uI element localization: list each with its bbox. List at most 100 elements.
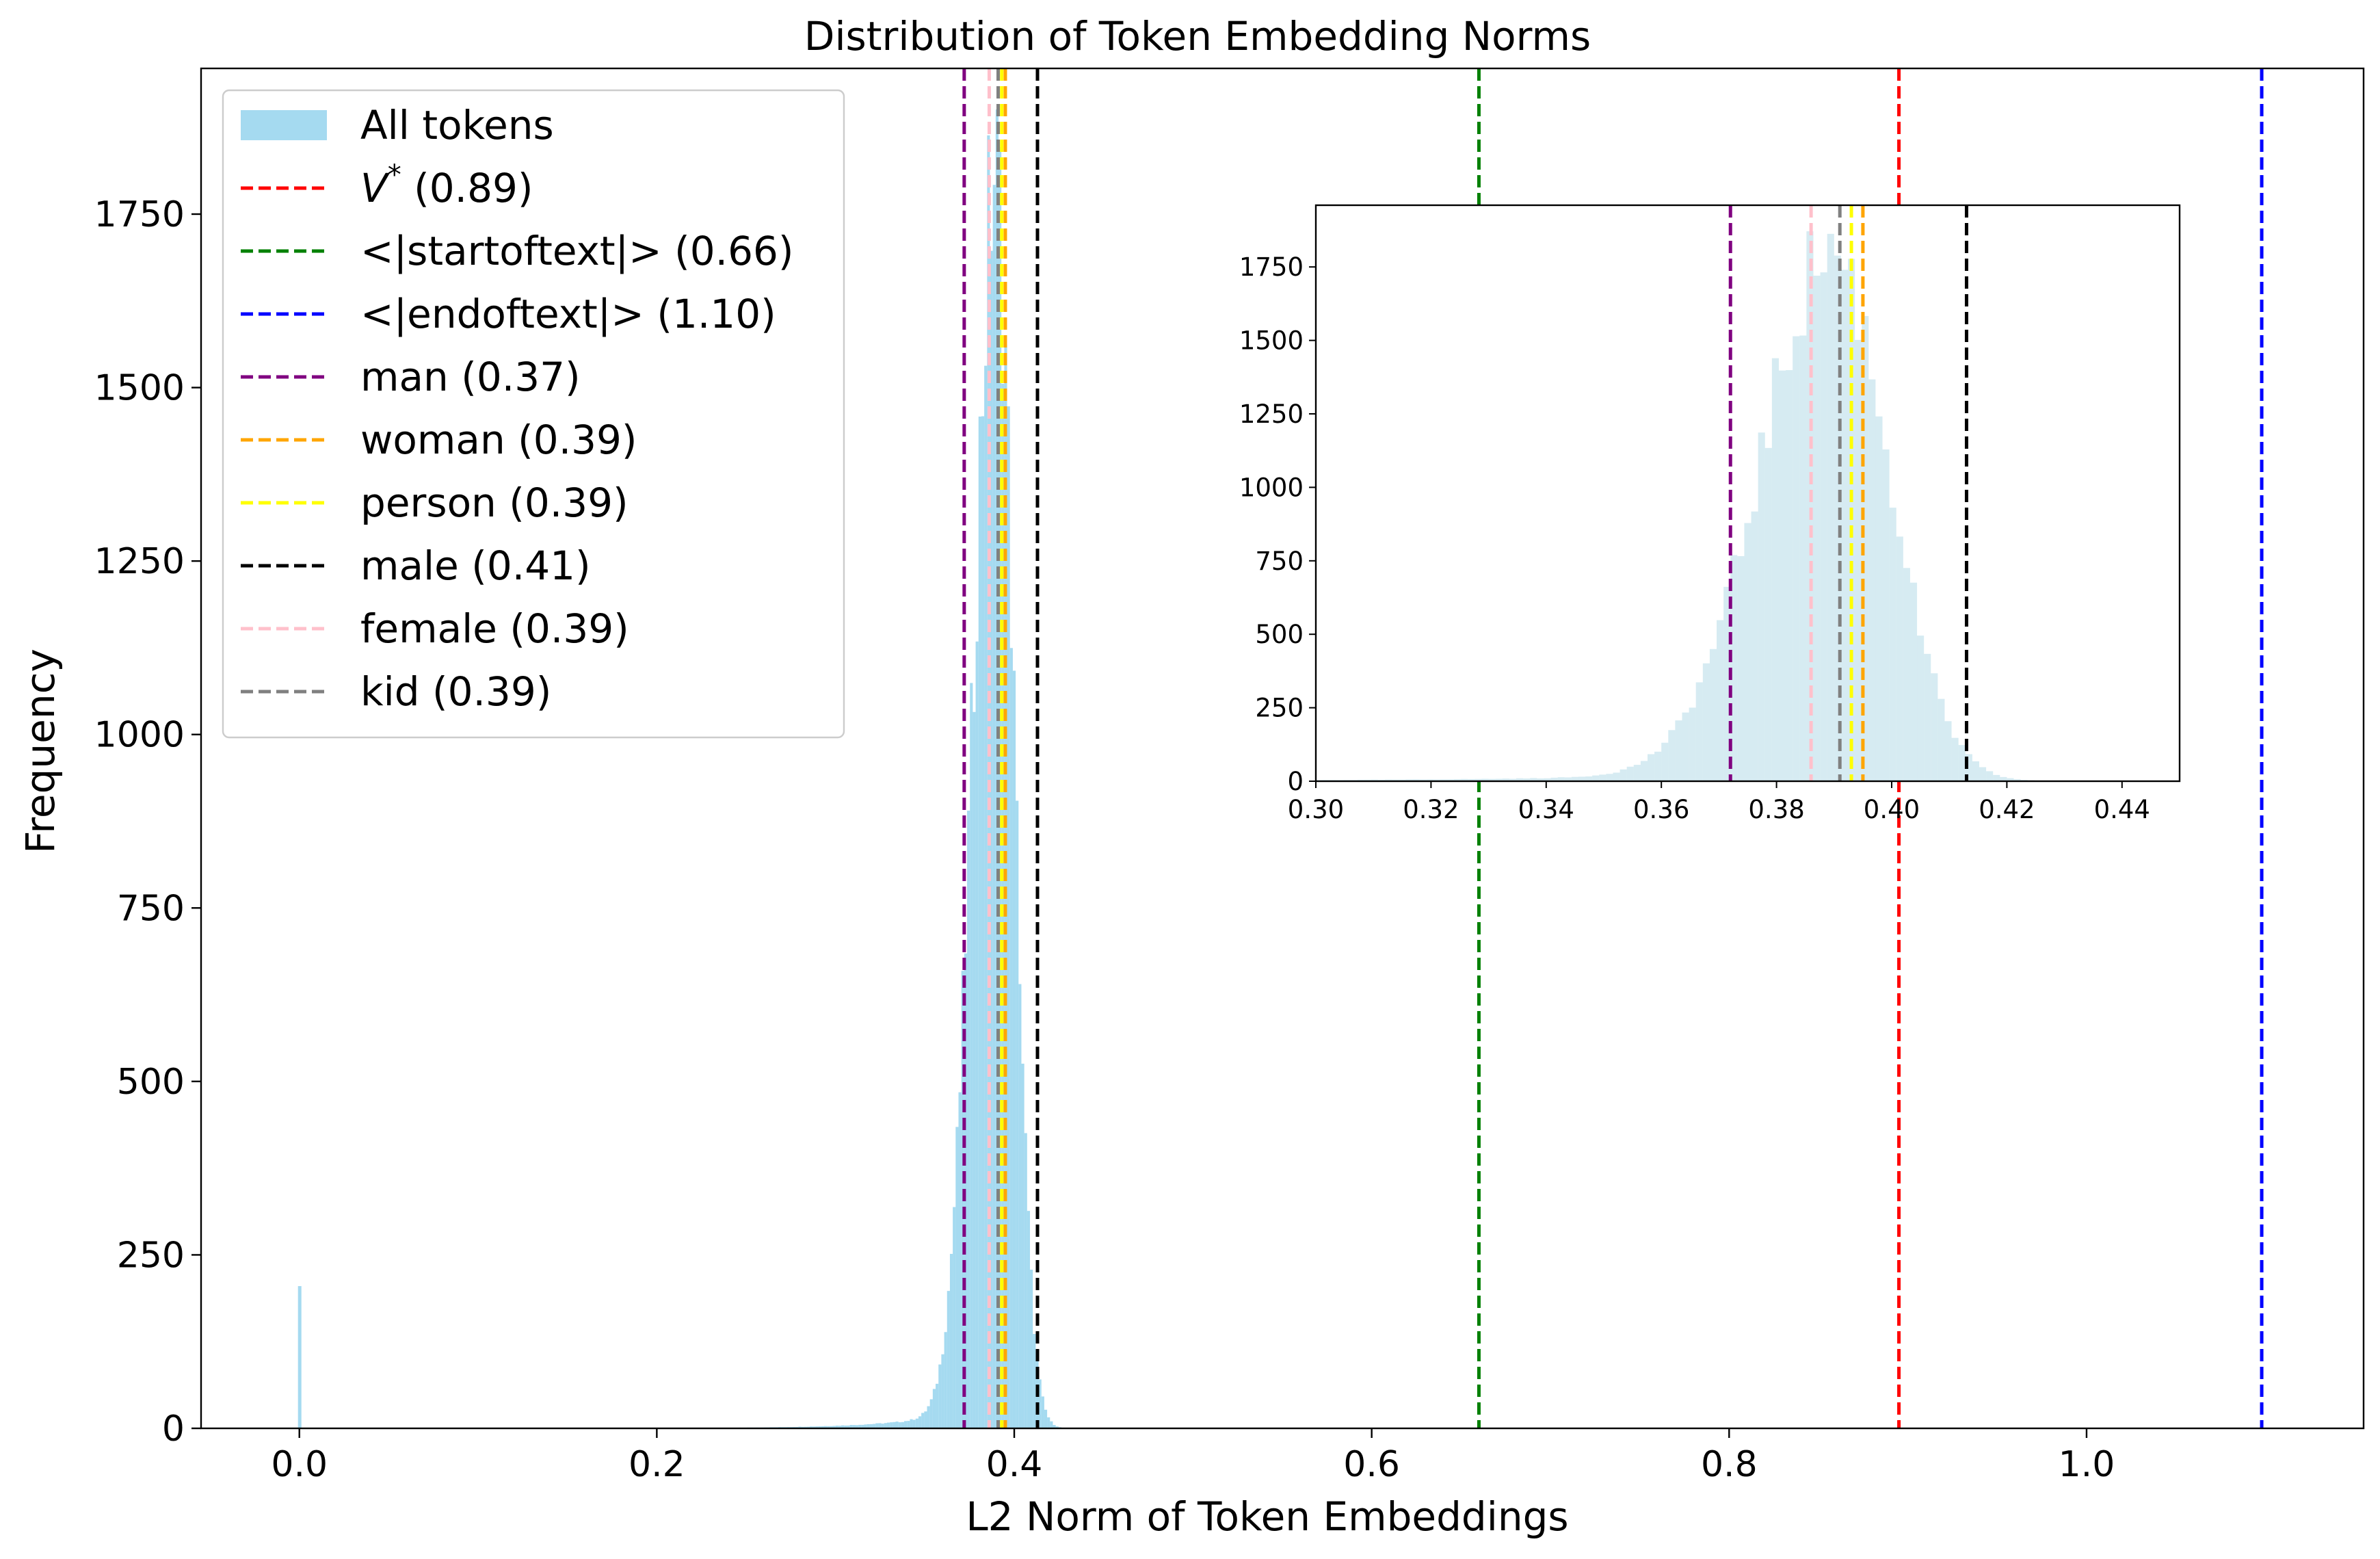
- inset-histogram-bar: [1530, 778, 1537, 781]
- y-tick-label: 1250: [94, 541, 185, 582]
- x-tick-label: 0.8: [1701, 1444, 1758, 1485]
- inset-histogram-bar: [1578, 776, 1586, 781]
- histogram-bar: [827, 1426, 830, 1428]
- histogram-bar: [898, 1422, 901, 1428]
- legend-box: [222, 89, 845, 739]
- y-tick-label: 750: [117, 888, 185, 929]
- inset-histogram-bar: [1723, 586, 1731, 781]
- legend-label: woman (0.39): [360, 417, 637, 463]
- inset-histogram-bar: [1647, 754, 1655, 781]
- legend-swatch: [241, 110, 327, 140]
- histogram-bar: [1004, 344, 1007, 1428]
- histogram-bar: [901, 1422, 905, 1428]
- histogram-bar: [1047, 1417, 1050, 1428]
- inset-histogram-bar: [2000, 776, 2007, 781]
- inset-histogram-bar: [1848, 259, 1855, 781]
- inset-histogram-bar: [1730, 555, 1738, 781]
- inset-histogram-bar: [1965, 754, 1972, 781]
- inset-histogram-bar: [1979, 767, 1987, 781]
- inset-histogram-bar: [1771, 358, 1779, 781]
- histogram-bar: [798, 1426, 802, 1428]
- inset-histogram-bar: [1675, 720, 1682, 781]
- legend-label: person (0.39): [360, 480, 629, 526]
- inset-histogram-bar: [1744, 523, 1751, 781]
- histogram-bar: [858, 1424, 862, 1428]
- y-tick-label: 1500: [94, 368, 185, 409]
- histogram-bar: [875, 1423, 879, 1428]
- histogram-bar: [953, 1207, 956, 1428]
- inset-histogram-bar: [1585, 776, 1593, 781]
- inset-histogram-bar: [1502, 778, 1509, 781]
- inset-y-ticks: 0 250 500 750 1000 1250 1500 1750: [1239, 252, 1316, 796]
- inset-histogram-bar: [1820, 272, 1827, 782]
- inset-histogram-bar: [1924, 653, 1931, 781]
- inset-histogram-bar: [1446, 779, 1455, 781]
- inset-histogram-bar: [1689, 707, 1696, 781]
- histogram-bar: [1055, 1426, 1059, 1428]
- inset-histogram-bar: [1695, 682, 1703, 781]
- histogram-bar: [918, 1416, 922, 1428]
- y-tick-label: 500: [117, 1062, 185, 1103]
- legend-label: <|startoftext|> (0.66): [360, 228, 794, 274]
- inset-histogram-bar: [1405, 779, 1413, 781]
- histogram-bar: [1009, 648, 1013, 1428]
- inset-histogram-bar: [1813, 276, 1821, 782]
- inset-y-tick-label: 1500: [1239, 326, 1304, 356]
- inset-y-tick-label: 750: [1255, 547, 1304, 576]
- histogram-bar: [999, 146, 1002, 1429]
- inset-histogram-bar: [1613, 772, 1620, 781]
- histogram-bar: [944, 1332, 947, 1428]
- histogram-bar: [1018, 984, 1022, 1428]
- x-tick-label: 0.2: [629, 1444, 685, 1485]
- inset-histogram-bar: [1433, 779, 1440, 781]
- inset-histogram-bar: [2007, 778, 2014, 781]
- inset-histogram-bar: [1661, 742, 1669, 781]
- histogram-bar: [975, 641, 979, 1429]
- histogram-bar: [1041, 1396, 1044, 1428]
- inset-histogram-bar: [1909, 582, 1918, 781]
- inset-histogram-bar: [1896, 536, 1903, 781]
- legend: All tokens V* (0.89) <|startoftext|> (0.66…: [222, 89, 845, 739]
- histogram-bar: [823, 1426, 828, 1428]
- inset-reference-lines: [1728, 205, 1968, 781]
- histogram-bar: [1053, 1425, 1056, 1428]
- inset-histogram-bar: [1972, 761, 1979, 781]
- inset-histogram-bar: [1875, 416, 1883, 781]
- inset-histogram-bar: [1509, 778, 1517, 781]
- inset-histogram-bar: [1993, 774, 2000, 781]
- histogram-bar: [884, 1423, 887, 1428]
- inset-y-tick-label: 500: [1255, 620, 1304, 649]
- y-tick-label: 1750: [94, 194, 185, 235]
- y-tick-label: 250: [117, 1235, 185, 1276]
- inset-histogram-bar: [1426, 779, 1433, 781]
- histogram-bar: [947, 1291, 950, 1428]
- legend-entries: All tokens V* (0.89) <|startoftext|> (0.66…: [241, 102, 794, 715]
- histogram-bar: [990, 250, 993, 1429]
- legend-label: man (0.37): [360, 354, 581, 400]
- inset-y-tick-label: 0: [1287, 767, 1304, 796]
- histogram-bar: [978, 416, 981, 1428]
- histogram-bar: [955, 1127, 959, 1428]
- histogram-bar: [855, 1425, 859, 1428]
- legend-label: <|endoftext|> (1.10): [360, 291, 776, 337]
- inset-histogram-bar: [1786, 370, 1793, 781]
- inset-histogram-bar: [1758, 432, 1765, 781]
- y-axis-label: Frequency: [17, 649, 64, 854]
- histogram-bar: [949, 1253, 953, 1428]
- histogram-bar: [1044, 1409, 1048, 1428]
- inset-histogram-bar: [1751, 511, 1758, 781]
- histogram-bar: [1050, 1421, 1053, 1428]
- inset-histogram-bar: [1868, 379, 1876, 781]
- inset-histogram-bar: [1799, 335, 1807, 781]
- histogram-bar: [849, 1425, 853, 1428]
- inset-histogram-bar: [1412, 779, 1420, 781]
- inset-histogram-bar: [1557, 777, 1565, 781]
- inset-histogram-bar: [1550, 777, 1558, 781]
- histogram-bar: [992, 185, 996, 1429]
- y-tick-label: 1000: [94, 715, 185, 756]
- chart-title: Distribution of Token Embedding Norms: [804, 13, 1591, 60]
- histogram-bar: [973, 711, 976, 1428]
- histogram-bar-outlier: [298, 1286, 302, 1428]
- inset-histogram-bar: [1592, 775, 1600, 781]
- histogram-bar: [938, 1364, 942, 1428]
